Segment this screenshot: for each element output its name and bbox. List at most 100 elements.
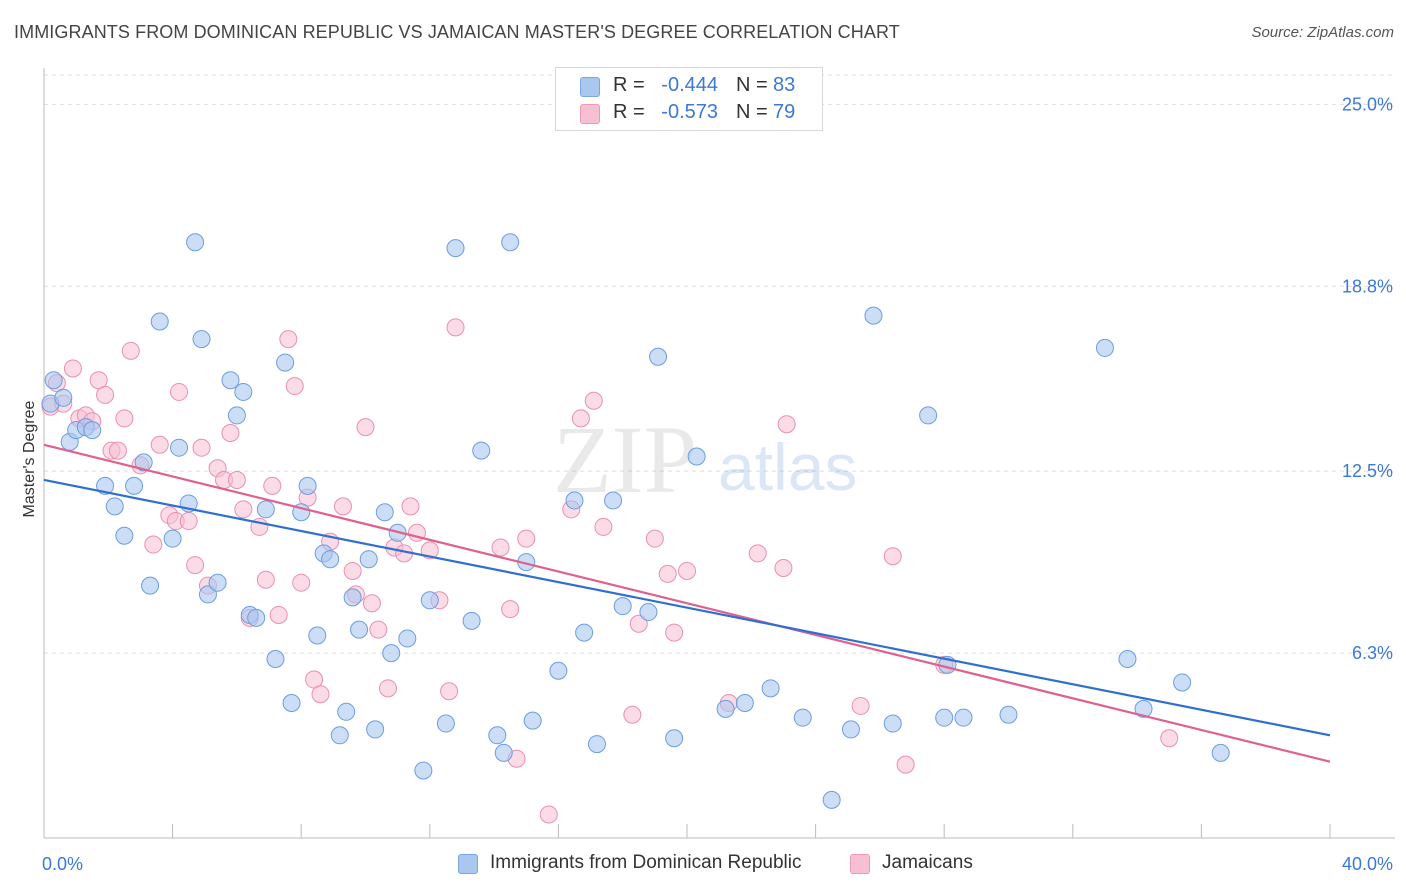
data-point-jamaicans: [269, 605, 288, 624]
data-point-jamaicans: [256, 570, 275, 589]
data-point-dominican: [414, 761, 433, 780]
grid-lines: [44, 74, 1395, 654]
data-point-jamaicans: [96, 385, 115, 404]
legend-swatch-blue: [580, 77, 600, 97]
data-point-jamaicans: [539, 805, 558, 824]
watermark: ZIP atlas: [553, 406, 857, 513]
data-point-jamaicans: [227, 470, 246, 489]
legend-swatch-blue: [458, 854, 478, 874]
data-point-dominican: [141, 576, 160, 595]
data-point-dominican: [198, 585, 217, 604]
data-point-dominican: [83, 421, 102, 440]
data-point-dominican: [761, 679, 780, 698]
data-point-jamaicans: [517, 529, 536, 548]
data-point-jamaicans: [1160, 729, 1179, 748]
data-point-dominican: [256, 500, 275, 519]
legend-n-value: 83: [773, 74, 796, 96]
data-point-dominican: [266, 649, 285, 668]
trend-lines: [43, 443, 1331, 763]
data-point-dominican: [221, 371, 240, 390]
data-point-dominican: [96, 476, 115, 495]
data-point-dominican: [841, 720, 860, 739]
data-point-dominican: [420, 591, 439, 610]
data-point-dominican: [134, 453, 153, 472]
data-point-jamaicans: [356, 418, 375, 437]
legend-label-jamaicans: Jamaicans: [882, 852, 973, 873]
data-point-dominican: [436, 714, 455, 733]
data-point-dominican: [446, 239, 465, 258]
legend-swatch-pink: [850, 854, 870, 874]
data-point-dominican: [687, 447, 706, 466]
data-point-dominican: [105, 497, 124, 516]
data-point-jamaicans: [851, 696, 870, 715]
data-point-dominican: [308, 626, 327, 645]
data-point-dominican: [115, 526, 134, 545]
data-point-dominican: [337, 702, 356, 721]
legend-n-label: N =: [736, 101, 768, 123]
data-point-dominican: [1211, 743, 1230, 762]
data-point-dominican: [999, 705, 1018, 724]
legend-swatch-pink: [580, 104, 600, 124]
axes: [43, 68, 1395, 839]
data-point-jamaicans: [774, 559, 793, 578]
chart-title: IMMIGRANTS FROM DOMINICAN REPUBLIC VS JA…: [14, 22, 900, 42]
legend-row-dominican: R = -0.444 N = 83: [556, 74, 822, 100]
data-point-dominican: [639, 603, 658, 622]
data-point-jamaicans: [623, 705, 642, 724]
data-point-jamaicans: [678, 561, 696, 580]
data-point-jamaicans: [311, 685, 330, 704]
y-tick-label: 18.8%: [1342, 276, 1393, 296]
data-point-dominican: [150, 312, 169, 331]
data-point-jamaicans: [896, 755, 915, 774]
data-point-dominican: [382, 644, 401, 663]
data-point-dominican: [494, 743, 513, 762]
data-point-dominican: [822, 790, 841, 809]
data-point-dominican: [186, 233, 205, 252]
data-point-dominican: [234, 382, 253, 401]
data-point-dominican: [321, 550, 340, 569]
correlation-legend: R = -0.444 N = 83 R = -0.573 N = 79: [555, 67, 823, 131]
data-point-dominican: [276, 353, 295, 372]
legend-r-value: -0.444: [661, 74, 718, 96]
series-dominican: [41, 233, 1230, 809]
legend-r-label: R =: [613, 101, 645, 123]
data-point-jamaicans: [234, 500, 253, 519]
data-point-dominican: [523, 711, 542, 730]
data-point-jamaicans: [63, 359, 82, 378]
data-point-dominican: [125, 476, 144, 495]
data-point-jamaicans: [883, 547, 902, 566]
legend-r-value: -0.573: [661, 101, 718, 123]
data-point-jamaicans: [144, 535, 163, 554]
data-point-dominican: [1095, 338, 1114, 357]
data-point-jamaicans: [440, 682, 459, 701]
y-tick-label: 6.3%: [1352, 643, 1393, 663]
data-point-jamaicans: [279, 330, 298, 349]
x-tick-label: 40.0%: [1342, 854, 1393, 874]
data-point-jamaicans: [665, 623, 684, 642]
data-point-dominican: [359, 550, 378, 569]
data-point-dominican: [613, 597, 632, 616]
data-point-jamaicans: [645, 529, 664, 548]
legend-row-jamaicans: R = -0.573 N = 79: [556, 101, 822, 127]
tick-labels: 6.3% 12.5% 18.8% 25.0% 0.0% 40.0%: [42, 94, 1393, 874]
data-point-jamaicans: [186, 556, 205, 575]
trend-line-dominican: [43, 478, 1331, 737]
data-point-dominican: [935, 708, 954, 727]
data-point-dominican: [208, 573, 227, 592]
data-point-dominican: [575, 623, 594, 642]
data-point-dominican: [366, 720, 385, 739]
data-point-jamaicans: [221, 424, 240, 443]
data-point-dominican: [604, 491, 623, 510]
data-point-jamaicans: [446, 318, 465, 337]
data-point-dominican: [375, 503, 394, 522]
data-point-dominican: [665, 729, 684, 748]
data-point-jamaicans: [491, 538, 510, 557]
data-point-dominican: [549, 661, 568, 680]
data-point-dominican: [462, 611, 481, 630]
data-point-dominican: [1173, 673, 1192, 692]
data-point-jamaicans: [629, 614, 648, 633]
data-point-jamaicans: [263, 476, 282, 495]
source-label: Source: ZipAtlas.com: [1251, 24, 1394, 41]
watermark-atlas: atlas: [718, 430, 857, 504]
data-point-dominican: [227, 406, 246, 425]
